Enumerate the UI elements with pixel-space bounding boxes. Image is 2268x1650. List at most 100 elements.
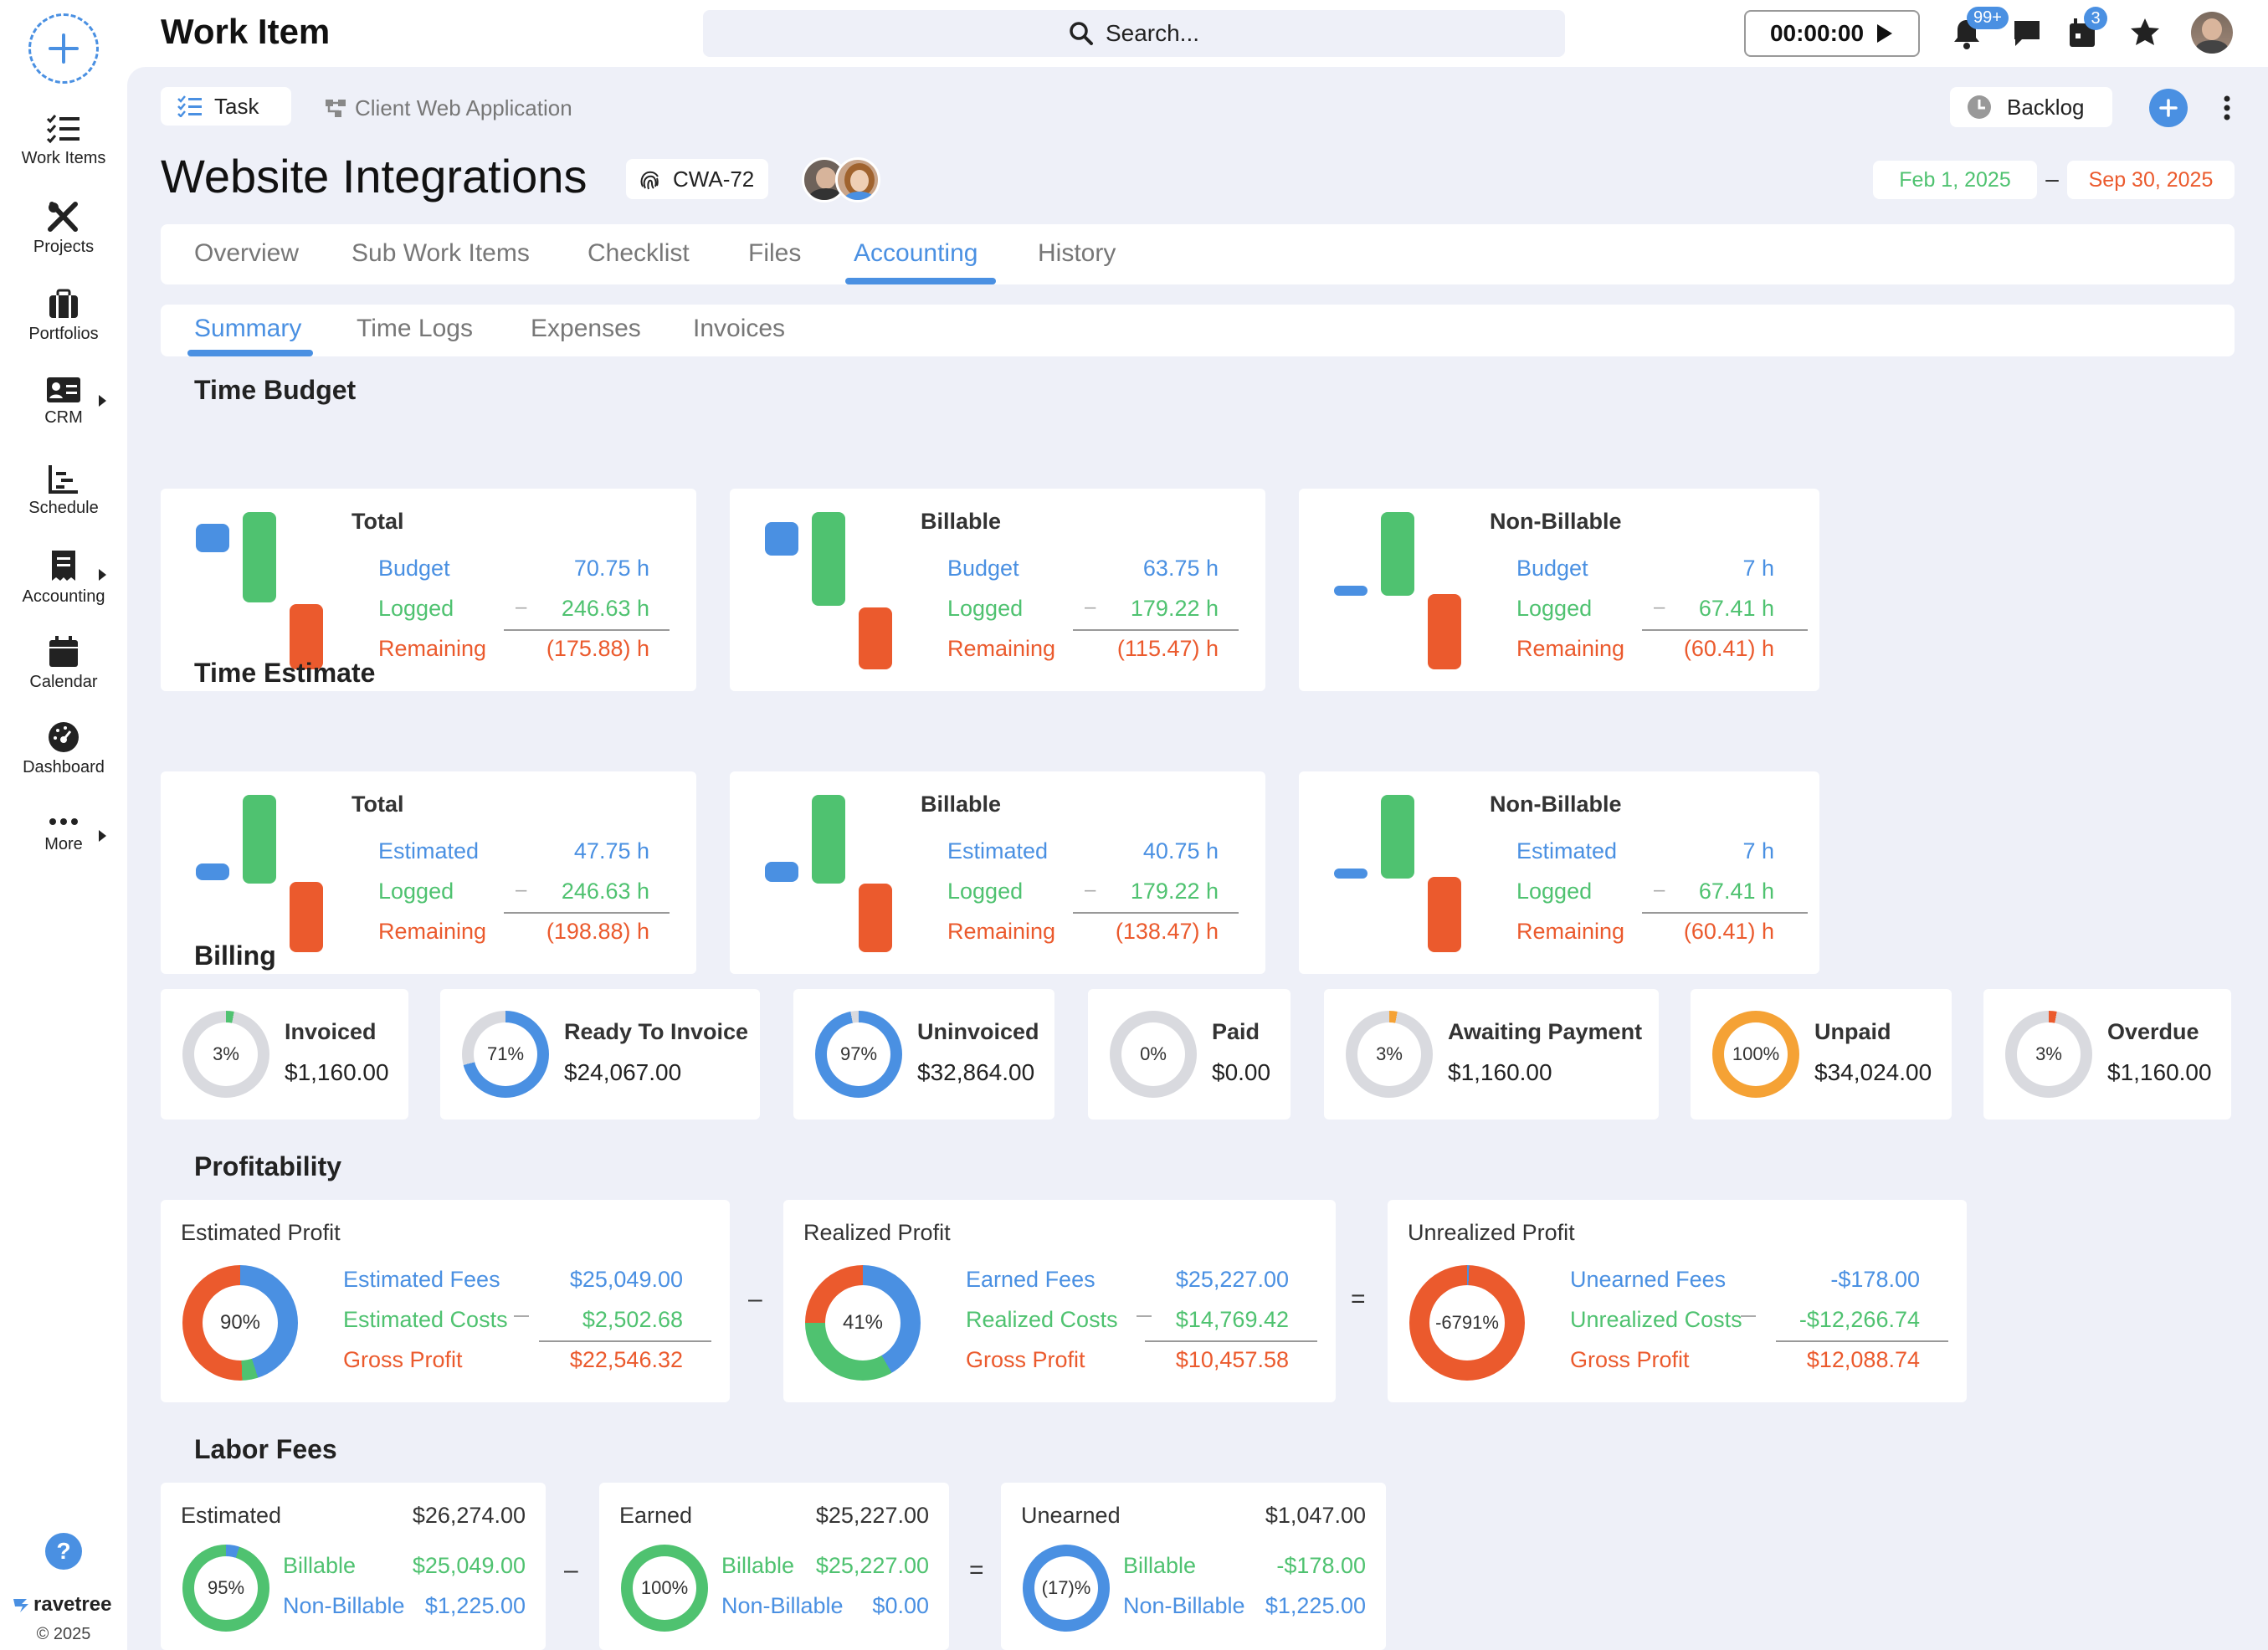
row-value: $25,049.00	[569, 1267, 683, 1292]
billing-label: Awaiting Payment	[1448, 1019, 1643, 1044]
row-value: $14,769.42	[1175, 1307, 1289, 1332]
tab-overview[interactable]: Overview	[194, 239, 300, 267]
add-new-button[interactable]	[28, 13, 99, 84]
notifications-button[interactable]: 99+	[1952, 7, 2009, 54]
more-options-button[interactable]	[2223, 95, 2231, 125]
section-title-time-estimate: Time Estimate	[194, 658, 376, 688]
sidebar-item-dashboard[interactable]: Dashboard	[0, 721, 127, 777]
billing-card[interactable]: 3% Invoiced $1,160.00	[161, 989, 408, 1120]
row-value: $25,227.00	[815, 1553, 929, 1578]
receipt-icon	[52, 551, 75, 581]
billing-label: Overdue	[2107, 1019, 2199, 1044]
brand-name: ravetree	[33, 1593, 112, 1616]
donut-center: 100%	[1724, 1022, 1788, 1086]
divider	[504, 629, 670, 631]
play-icon[interactable]	[1875, 23, 1894, 44]
row-label: Logged	[1516, 596, 1593, 621]
sidebar-item-crm[interactable]: CRM	[0, 377, 127, 428]
subtab-invoices[interactable]: Invoices	[693, 315, 786, 342]
bar-budget	[196, 524, 229, 552]
search-bar[interactable]: Search...	[703, 10, 1565, 57]
contact-card-icon	[47, 377, 80, 402]
row-value: (175.88) h	[546, 636, 649, 661]
top-bar: Work Item Search... 00:00:00 99+ 3	[127, 0, 2268, 67]
row-label: Remaining	[378, 919, 487, 944]
add-item-button[interactable]	[2149, 89, 2188, 127]
tab-checklist[interactable]: Checklist	[588, 239, 690, 267]
sidebar-item-more[interactable]: More	[0, 813, 127, 854]
tab-sub-work-items[interactable]: Sub Work Items	[351, 239, 530, 267]
card-title: Realized Profit	[803, 1220, 951, 1245]
breadcrumb[interactable]: Client Web Application	[325, 95, 572, 121]
sidebar-item-schedule[interactable]: Schedule	[0, 464, 127, 518]
row-value: (60.41) h	[1683, 636, 1774, 661]
status-dropdown[interactable]: Backlog	[1950, 87, 2112, 127]
billing-amount: $1,160.00	[2107, 1059, 2212, 1085]
assignee-avatar-2[interactable]	[835, 157, 880, 202]
tab-history[interactable]: History	[1038, 239, 1116, 267]
donut-center: 97%	[827, 1022, 890, 1086]
sub-tabs: Summary Time Logs Expenses Invoices	[161, 305, 2235, 356]
type-chip[interactable]: Task	[161, 87, 291, 126]
row-value: 179.22 h	[1130, 596, 1219, 621]
billing-label: Uninvoiced	[917, 1019, 1039, 1044]
calendar-button[interactable]: 3	[2069, 7, 2107, 53]
sidebar-item-accounting[interactable]: Accounting	[0, 549, 127, 607]
row-value: 67.41 h	[1698, 596, 1774, 621]
profit-card: Unrealized Profit -6791% Unearned Fees -$17…	[1388, 1200, 1967, 1402]
billing-card[interactable]: 100% Unpaid $34,024.00	[1691, 989, 1952, 1120]
work-item-title[interactable]: Website Integrations	[161, 150, 588, 202]
billing-card[interactable]: 0% Paid $0.00	[1088, 989, 1291, 1120]
sidebar-item-label: Calendar	[29, 673, 98, 691]
chevron-right-icon	[99, 569, 106, 581]
row-value: (115.47) h	[1116, 636, 1219, 661]
favorites-button[interactable]	[2129, 17, 2161, 53]
work-item-id-chip[interactable]: CWA-72	[626, 159, 768, 199]
row-value: $25,227.00	[1175, 1267, 1289, 1292]
billing-label: Paid	[1212, 1019, 1260, 1044]
row-label: Non-Billable	[1123, 1593, 1245, 1618]
billing-card[interactable]: 3% Overdue $1,160.00	[1983, 989, 2231, 1120]
end-date[interactable]: Sep 30, 2025	[2067, 161, 2235, 199]
chevron-right-icon	[99, 395, 106, 407]
breadcrumb-project[interactable]: Client Web Application	[355, 95, 572, 120]
donut-center: (17)%	[1034, 1556, 1098, 1620]
tab-files[interactable]: Files	[748, 239, 802, 267]
donut-center: 100%	[633, 1556, 696, 1620]
sidebar-item-work-items[interactable]: Work Items	[0, 114, 127, 168]
timer-widget[interactable]: 00:00:00	[1744, 10, 1920, 57]
divider	[539, 1340, 711, 1342]
card-title: Estimated Profit	[181, 1220, 341, 1245]
card-title: Non-Billable	[1490, 509, 1622, 534]
gauge-icon	[49, 722, 79, 752]
plus-icon	[49, 33, 79, 64]
row-value: $1,225.00	[1265, 1593, 1366, 1618]
main-content: Task Client Web Application Backlog Webs…	[127, 67, 2268, 1650]
copyright: © 2025	[36, 1625, 91, 1643]
help-button[interactable]: ?	[45, 1533, 82, 1570]
date-separator: –	[2045, 166, 2059, 192]
active-tab-indicator	[845, 278, 996, 284]
sidebar-item-portfolios[interactable]: Portfolios	[0, 288, 127, 344]
tools-icon	[48, 202, 78, 232]
row-label: Remaining	[378, 636, 487, 661]
sidebar-item-calendar[interactable]: Calendar	[0, 636, 127, 692]
subtab-time-logs[interactable]: Time Logs	[357, 315, 473, 342]
search-input[interactable]: Search...	[1105, 20, 1200, 46]
card-total: $26,274.00	[412, 1503, 526, 1528]
billing-card[interactable]: 97% Uninvoiced $32,864.00	[793, 989, 1054, 1120]
card-total: $25,227.00	[815, 1503, 929, 1528]
start-date[interactable]: Feb 1, 2025	[1873, 161, 2037, 199]
messages-button[interactable]	[2012, 18, 2042, 53]
tab-accounting[interactable]: Accounting	[854, 239, 978, 267]
subtab-summary[interactable]: Summary	[194, 315, 302, 342]
search-icon	[1070, 22, 1093, 45]
row-value: 7 h	[1742, 556, 1774, 581]
avatar[interactable]	[2191, 12, 2233, 54]
subtab-expenses[interactable]: Expenses	[531, 315, 641, 342]
billing-card[interactable]: 71% Ready To Invoice $24,067.00	[440, 989, 760, 1120]
billing-card[interactable]: 3% Awaiting Payment $1,160.00	[1324, 989, 1659, 1120]
minus-sign	[514, 1315, 529, 1317]
sidebar-item-projects[interactable]: Projects	[0, 201, 127, 257]
divider	[1642, 629, 1808, 631]
